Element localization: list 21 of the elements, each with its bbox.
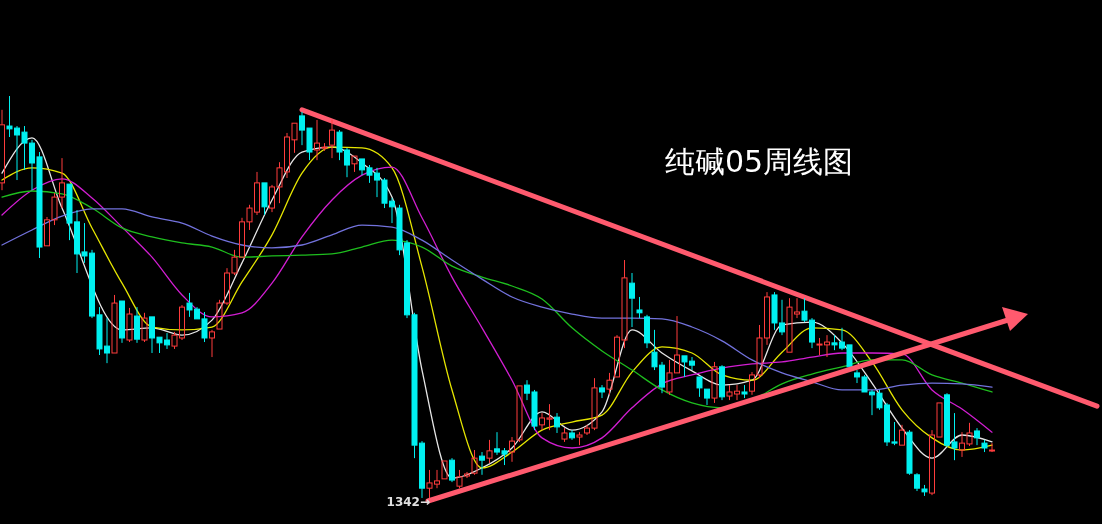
candlestick bbox=[209, 329, 215, 358]
annotation: 1342→ bbox=[386, 495, 430, 509]
candlestick bbox=[0, 109, 5, 191]
candlestick bbox=[441, 460, 448, 480]
candlestick bbox=[119, 300, 125, 344]
candlestick bbox=[134, 306, 140, 344]
candlestick bbox=[644, 314, 650, 349]
text: 纯碱05周线图 bbox=[665, 144, 854, 179]
candlestick bbox=[636, 296, 643, 319]
candlestick bbox=[599, 384, 605, 399]
candlestick bbox=[261, 182, 268, 216]
candlestick bbox=[351, 155, 358, 173]
candlestick bbox=[554, 412, 560, 434]
candlestick bbox=[449, 457, 455, 483]
candlestick bbox=[329, 119, 335, 159]
candlestick bbox=[974, 427, 980, 446]
candlestick bbox=[569, 429, 575, 441]
candlestick bbox=[899, 424, 905, 446]
candlestick bbox=[719, 364, 725, 401]
candlestick bbox=[629, 272, 635, 328]
candlestick bbox=[479, 451, 485, 476]
